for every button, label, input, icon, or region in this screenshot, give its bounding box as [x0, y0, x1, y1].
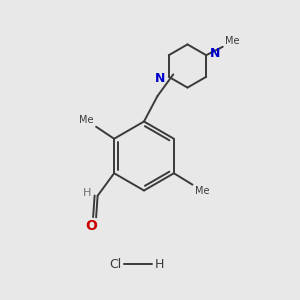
Text: N: N — [210, 47, 220, 60]
Text: H: H — [154, 257, 164, 271]
Text: Me: Me — [224, 36, 239, 46]
Text: O: O — [85, 219, 98, 233]
Text: Cl: Cl — [109, 257, 122, 271]
Text: Me: Me — [195, 186, 209, 196]
Text: Me: Me — [79, 115, 94, 125]
Text: H: H — [82, 188, 91, 198]
Text: N: N — [155, 72, 165, 85]
